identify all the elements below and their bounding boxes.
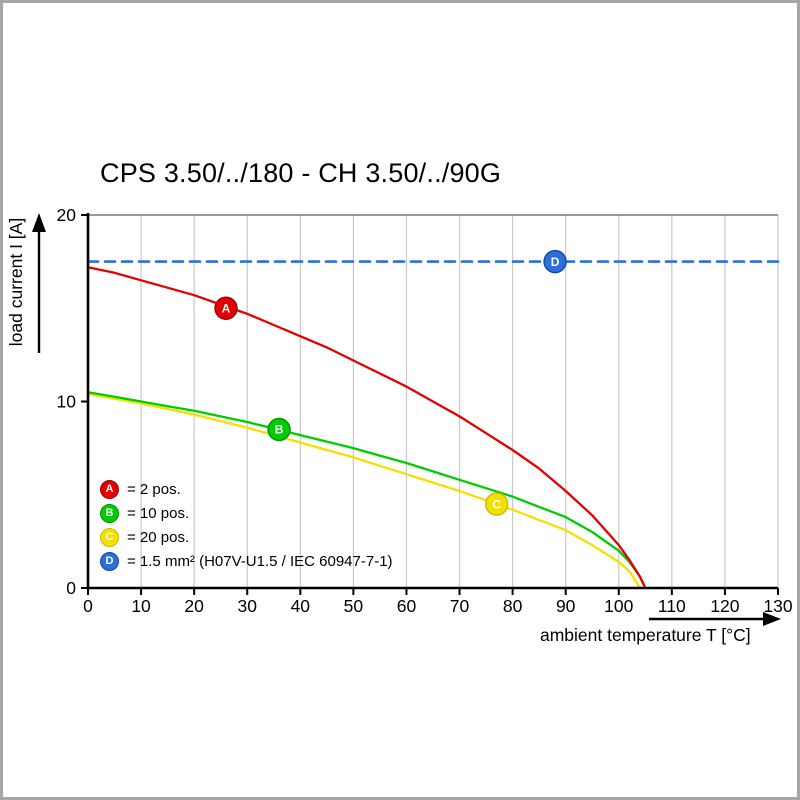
- legend-marker-A: A: [100, 480, 119, 499]
- marker-letter-B: B: [275, 423, 284, 437]
- x-tick-label: 110: [658, 596, 686, 616]
- x-tick-label: 100: [604, 596, 633, 616]
- x-tick-label: 30: [237, 596, 257, 616]
- legend-item-A: A = 2 pos.: [100, 480, 393, 499]
- marker-D: [543, 249, 567, 274]
- chart-title: CPS 3.50/../180 - CH 3.50/../90G: [100, 158, 502, 188]
- x-tick-label: 120: [710, 596, 739, 616]
- y-axis-arrow-head: [32, 213, 46, 232]
- x-tick-label: 20: [184, 596, 204, 616]
- x-tick-label: 40: [291, 596, 311, 616]
- x-tick-label: 0: [83, 596, 93, 616]
- chart-legend: A = 2 pos. B = 10 pos. C = 20 pos. D = 1.5 mm² …: [100, 480, 393, 576]
- legend-item-C: C = 20 pos.: [100, 528, 393, 547]
- legend-label-B: = 10 pos.: [127, 505, 190, 522]
- legend-label-D: = 1.5 mm² (H07V-U1.5 / IEC 60947-7-1): [127, 553, 393, 570]
- x-axis-label: ambient temperature T [°C]: [540, 625, 751, 645]
- marker-letter-C: C: [492, 497, 501, 511]
- marker-letter-D: D: [551, 255, 560, 269]
- legend-marker-D: D: [100, 552, 119, 571]
- marker-B: [267, 417, 291, 442]
- marker-A: [214, 296, 238, 320]
- x-tick-label: 50: [344, 596, 364, 616]
- marker-letter-A: A: [222, 301, 231, 315]
- marker-C: [484, 492, 509, 516]
- x-tick-label: 10: [131, 596, 151, 616]
- y-tick-label: 10: [57, 392, 77, 412]
- x-tick-label: 80: [503, 596, 523, 616]
- x-tick-label: 70: [450, 596, 470, 616]
- y-tick-label: 0: [66, 578, 76, 598]
- legend-marker-B: B: [100, 504, 119, 523]
- x-tick-label: 130: [763, 596, 792, 616]
- y-tick-label: 20: [57, 205, 77, 225]
- x-tick-label: 90: [556, 596, 576, 616]
- curve-B: [86, 391, 647, 590]
- curve-A: [86, 266, 647, 590]
- x-tick-label: 60: [397, 596, 417, 616]
- curve-C: [86, 392, 642, 590]
- x-axis-arrow-head: [763, 612, 781, 626]
- legend-item-B: B = 10 pos.: [100, 504, 393, 523]
- legend-label-C: = 20 pos.: [127, 529, 190, 546]
- legend-label-A: = 2 pos.: [127, 481, 181, 498]
- legend-item-D: D = 1.5 mm² (H07V-U1.5 / IEC 60947-7-1): [100, 552, 393, 571]
- legend-marker-C: C: [100, 528, 119, 547]
